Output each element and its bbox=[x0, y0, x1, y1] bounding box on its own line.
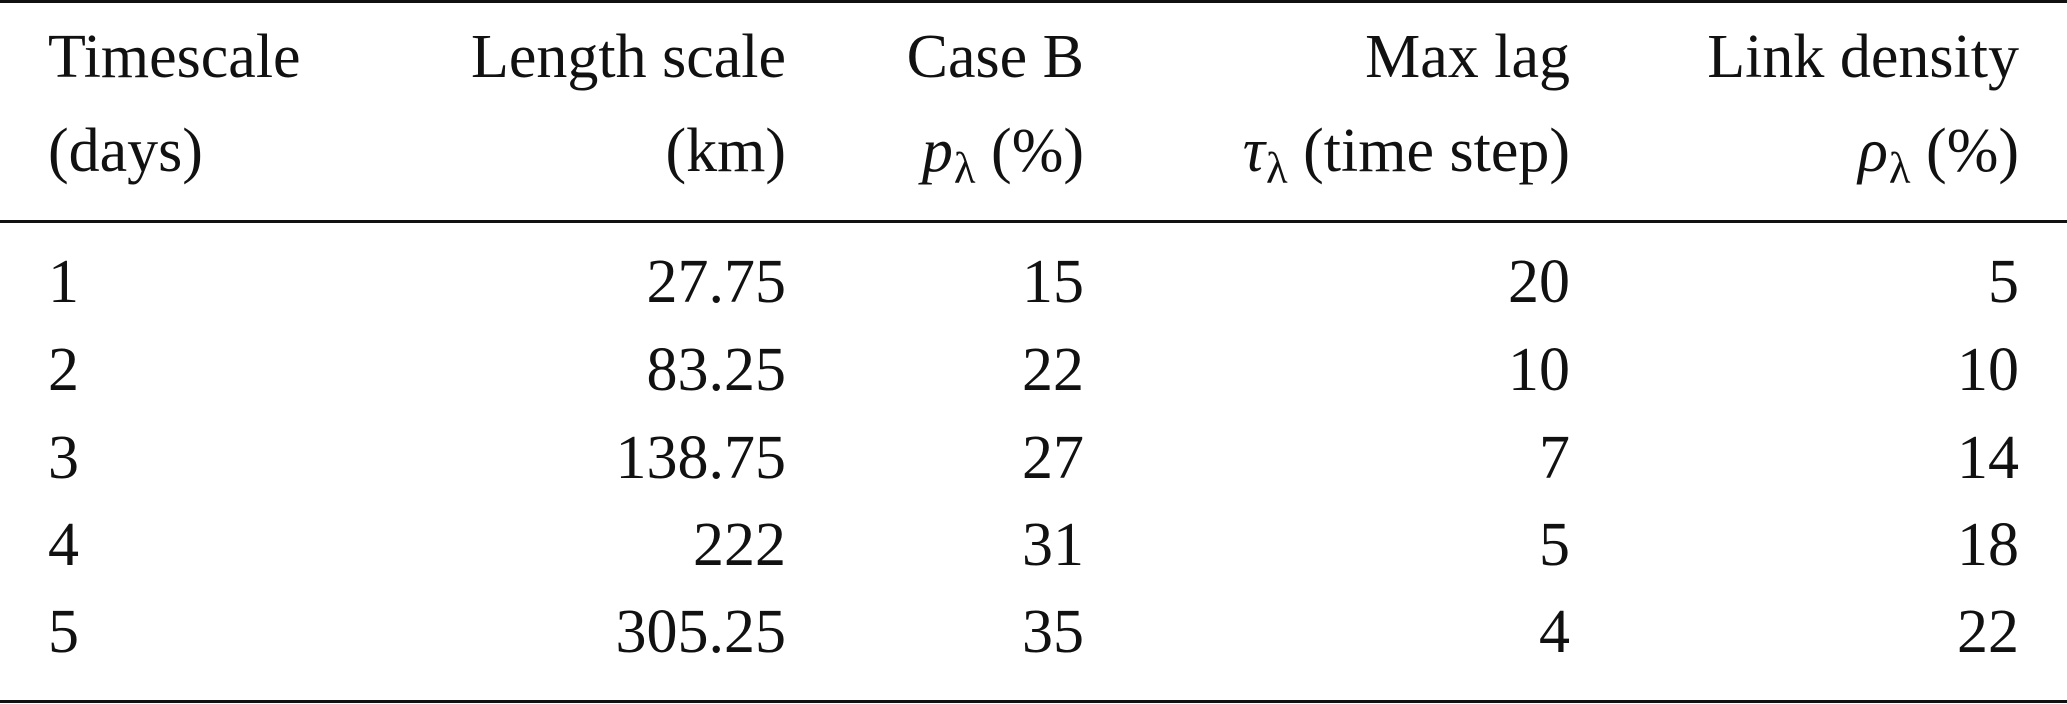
symbol-p: p bbox=[921, 117, 953, 185]
table-cell: 5 bbox=[1539, 511, 1570, 579]
table-cell: 5 bbox=[1988, 248, 2019, 316]
top-rule bbox=[0, 0, 2067, 3]
table-cell: 305.25 bbox=[615, 598, 787, 666]
table-cell: 10 bbox=[1957, 336, 2019, 404]
subscript-lambda: λ bbox=[953, 143, 976, 194]
subscript-lambda: λ bbox=[1265, 143, 1288, 194]
table-cell: 35 bbox=[1022, 598, 1084, 666]
table-cell: 138.75 bbox=[615, 424, 787, 492]
table-cell: 10 bbox=[1508, 336, 1570, 404]
symbol-tau: τ bbox=[1242, 117, 1265, 185]
table-cell: 83.25 bbox=[646, 336, 787, 404]
header-timescale: Timescale bbox=[48, 23, 301, 91]
header-length-scale: Length scale bbox=[470, 23, 786, 91]
header-timescale-unit: (days) bbox=[48, 117, 203, 185]
unit-time-step: (time step) bbox=[1303, 117, 1570, 185]
header-link-density: Link density bbox=[1707, 23, 2019, 91]
table-cell: 15 bbox=[1022, 248, 1084, 316]
table-cell: 27 bbox=[1022, 424, 1084, 492]
table-cell: 27.75 bbox=[646, 248, 787, 316]
table-cell: 7 bbox=[1539, 424, 1570, 492]
table-cell: 2 bbox=[48, 336, 79, 404]
bottom-rule bbox=[0, 700, 2067, 703]
table-cell: 20 bbox=[1508, 248, 1570, 316]
table-cell: 4 bbox=[1539, 598, 1570, 666]
table-cell: 22 bbox=[1957, 598, 2019, 666]
table-cell: 3 bbox=[48, 424, 79, 492]
table-cell: 1 bbox=[48, 248, 79, 316]
table-cell: 31 bbox=[1022, 511, 1084, 579]
table-cell: 18 bbox=[1957, 511, 2019, 579]
header-link-density-unit: ρλ (%) bbox=[1858, 117, 2019, 193]
unit-percent: (%) bbox=[991, 117, 1084, 185]
table-cell: 4 bbox=[48, 511, 79, 579]
header-case-b-unit: pλ (%) bbox=[921, 117, 1084, 193]
table-cell: 222 bbox=[693, 511, 786, 579]
subscript-lambda: λ bbox=[1888, 143, 1911, 194]
header-max-lag: Max lag bbox=[1365, 23, 1570, 91]
table-cell: 5 bbox=[48, 598, 79, 666]
header-rule bbox=[0, 220, 2067, 223]
symbol-rho: ρ bbox=[1858, 117, 1888, 185]
table-cell: 14 bbox=[1957, 424, 2019, 492]
table-cell: 22 bbox=[1022, 336, 1084, 404]
header-max-lag-unit: τλ (time step) bbox=[1242, 117, 1570, 193]
header-length-scale-unit: (km) bbox=[665, 117, 786, 185]
unit-percent: (%) bbox=[1926, 117, 2019, 185]
header-case-b: Case B bbox=[906, 23, 1084, 91]
